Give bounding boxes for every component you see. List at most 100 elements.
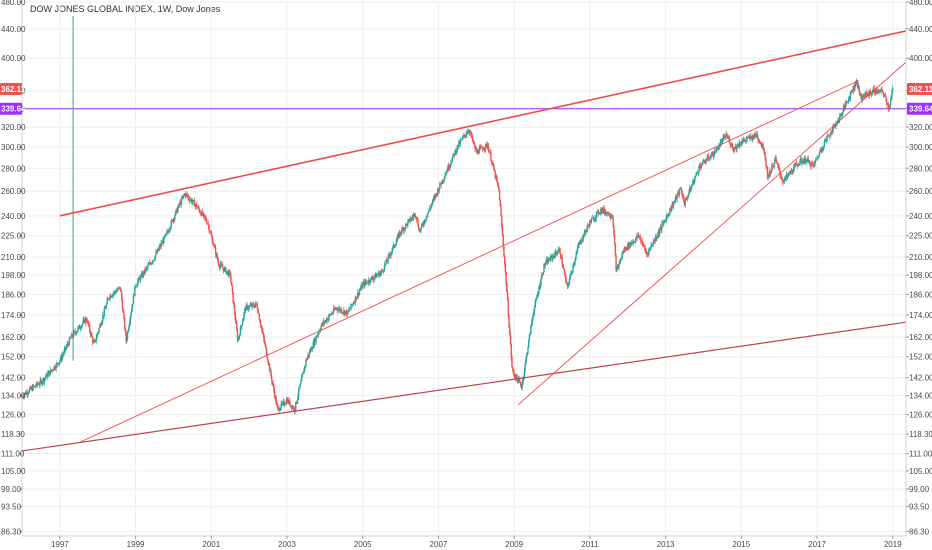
candle-body <box>398 233 400 237</box>
candle-body <box>691 183 694 186</box>
candle-body <box>434 197 436 198</box>
candle-body <box>35 386 37 388</box>
candle-body <box>586 225 589 229</box>
candle-body <box>593 219 595 221</box>
candle-body <box>693 179 695 183</box>
candle-body <box>626 249 628 251</box>
candle-body <box>88 324 90 326</box>
candle-body <box>416 219 419 221</box>
candle-body <box>741 141 743 144</box>
candle-body <box>587 225 590 226</box>
y-tick-label-right: 126.00 <box>909 411 932 420</box>
candle-body <box>142 272 144 277</box>
candle-body <box>633 241 635 242</box>
candle-body <box>608 212 610 216</box>
candle-body <box>749 136 751 139</box>
candle-body <box>478 148 480 154</box>
candle-body <box>97 332 99 335</box>
candle-body <box>279 410 281 411</box>
candle-body <box>769 170 772 174</box>
candle-body <box>327 318 329 320</box>
candle-body <box>196 204 198 208</box>
candle-body <box>305 359 307 366</box>
candle-body <box>849 91 852 99</box>
candle-body <box>758 141 761 143</box>
candle-body <box>846 101 849 103</box>
candle-body <box>818 153 820 157</box>
candle-body <box>613 227 615 234</box>
candle-body <box>779 174 782 176</box>
x-tick-label: 2019 <box>884 540 902 549</box>
candle-body <box>48 371 51 375</box>
trendline <box>78 80 859 444</box>
candle-body <box>625 246 627 250</box>
candle-body <box>440 183 443 185</box>
candle-body <box>173 218 175 220</box>
candle-body <box>533 312 535 316</box>
candle-body <box>442 179 445 182</box>
candle-body <box>721 138 724 144</box>
y-tick-label-right: 134.00 <box>909 392 932 401</box>
candle-body <box>875 88 877 94</box>
candle-body <box>766 166 768 169</box>
candle-body <box>814 161 816 166</box>
candle-body <box>661 223 664 225</box>
candle-body <box>121 300 124 310</box>
candle-body <box>832 125 834 132</box>
candle-body <box>605 212 608 215</box>
candle-body <box>201 211 203 216</box>
candle-body <box>94 339 96 343</box>
candle-body <box>541 274 544 276</box>
candle-body <box>576 247 579 252</box>
candle-body <box>343 310 346 315</box>
candle-body <box>494 171 496 178</box>
candle-body <box>179 202 181 206</box>
candle-body <box>52 370 55 371</box>
candle-body <box>339 308 341 312</box>
candle-body <box>731 144 734 149</box>
y-tick-label-right: 111.00 <box>909 450 932 459</box>
candle-body <box>62 354 64 357</box>
candle-body <box>397 233 400 236</box>
candle-body <box>110 295 112 298</box>
candle-body <box>497 182 499 187</box>
candle-body <box>129 322 131 326</box>
candle-body <box>667 213 670 216</box>
candle-body <box>315 336 317 342</box>
candle-body <box>292 406 294 409</box>
candle-body <box>515 375 518 380</box>
candle-body <box>670 208 673 211</box>
candle-body <box>268 362 270 364</box>
candle-body <box>469 131 471 133</box>
candle-body <box>403 227 405 231</box>
candle-body <box>563 269 566 273</box>
horizontal-level-badge-bg <box>907 102 932 115</box>
candle-body <box>449 164 451 168</box>
candle-body <box>882 92 884 95</box>
candle-body <box>700 164 702 168</box>
candle-body <box>680 188 682 190</box>
candle-body <box>238 335 241 337</box>
candle-body <box>223 268 226 272</box>
candle-body <box>432 198 435 201</box>
candle-body <box>739 143 741 146</box>
candle-body <box>183 194 186 196</box>
candle-body <box>364 281 366 286</box>
candle-body <box>393 244 395 247</box>
candle-body <box>718 146 721 148</box>
candle-body <box>610 216 612 218</box>
candle-body <box>644 247 646 251</box>
candle-body <box>102 315 105 317</box>
candle-body <box>698 166 700 172</box>
candle-body <box>666 215 668 217</box>
candle-body <box>391 251 393 254</box>
candle-body <box>800 159 802 161</box>
candle-body <box>287 399 289 403</box>
candle-body <box>153 259 156 261</box>
candle-body <box>340 309 342 312</box>
candle-body <box>437 189 440 192</box>
candle-body <box>556 253 558 255</box>
candle-body <box>716 147 718 149</box>
candle-body <box>533 306 536 313</box>
